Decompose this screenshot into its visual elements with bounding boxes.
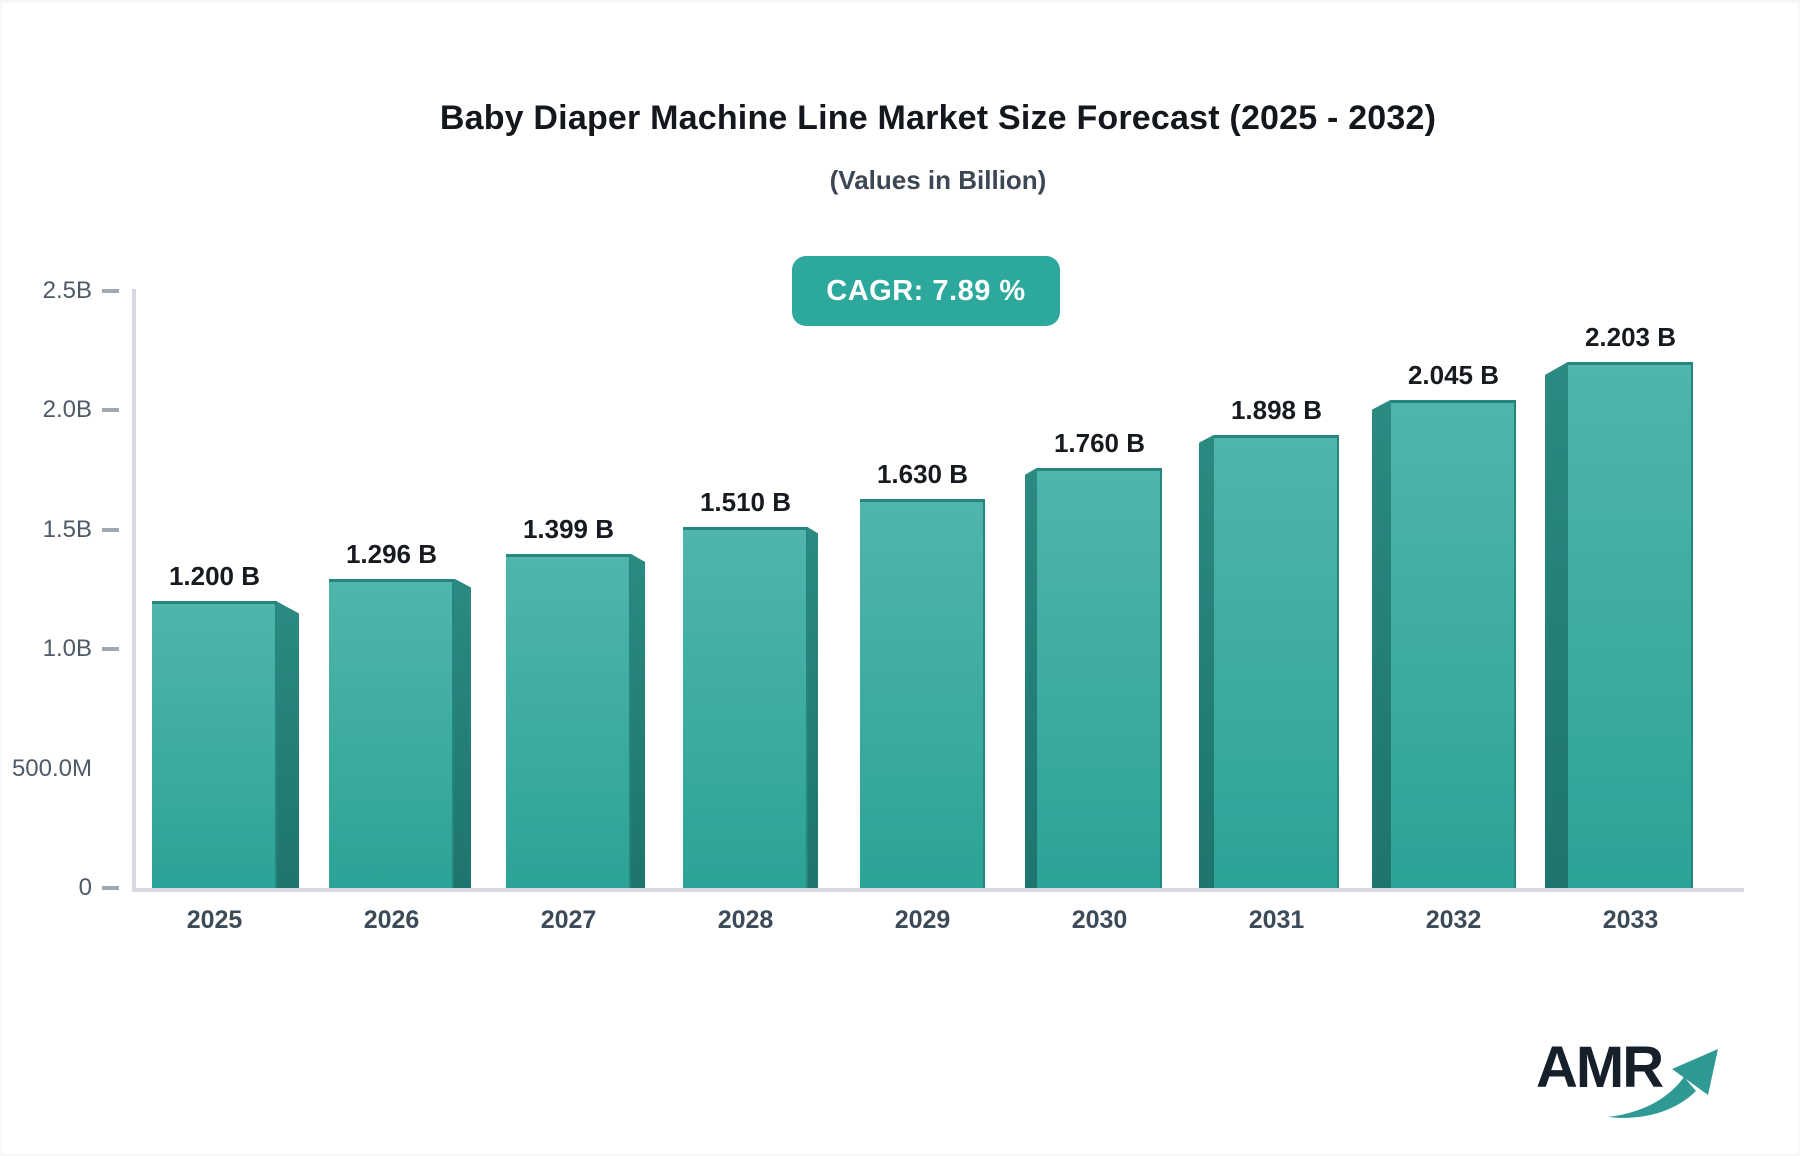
bar-value-label: 1.510 B: [699, 487, 792, 518]
amr-logo-text: AMR: [1536, 1035, 1664, 1100]
y-tick-label: 1.0B: [42, 635, 92, 663]
bar-side-2033: [1545, 361, 1568, 888]
x-tick-label: 2028: [717, 906, 774, 934]
bar-2030: [1037, 467, 1162, 888]
y-tick-label: 500.0M: [11, 754, 92, 782]
x-tick-label: 2033: [1602, 906, 1659, 934]
amr-logo: AMR: [1536, 1039, 1736, 1135]
bar-2031: [1214, 434, 1339, 888]
bar-side-2027: [631, 553, 645, 888]
bar-side-2031: [1199, 434, 1214, 888]
bar-value-label: 1.399 B: [522, 513, 615, 544]
bar-value-label: 1.760 B: [1053, 427, 1146, 458]
y-tick-mark: [102, 408, 119, 413]
y-tick-mark: [102, 647, 119, 652]
x-tick-label: 2029: [894, 906, 951, 934]
bar-2032: [1391, 399, 1516, 888]
bar-side-2032: [1372, 399, 1391, 888]
y-tick-mark: [102, 886, 119, 890]
bar-2028: [683, 527, 808, 888]
x-tick-label: 2027: [540, 906, 597, 934]
bar-value-label: 1.898 B: [1230, 394, 1323, 425]
bar-2029: [860, 498, 985, 888]
cagr-label: CAGR: 7.89 %: [826, 274, 1026, 307]
bar-2033: [1568, 361, 1693, 888]
y-tick-label: 0: [78, 874, 92, 901]
bar-side-2026: [454, 578, 471, 888]
x-tick-label: 2030: [1071, 906, 1128, 934]
plot-area: 0 500.0M 1.0B 1.5B 2.0B 2.5B 1.200 B 2025 1.296 …: [2, 3, 1798, 1154]
y-tick-label: 2.0B: [42, 396, 92, 424]
bar-side-2025: [277, 601, 299, 888]
bar-value-label: 1.200 B: [168, 561, 261, 592]
x-axis-line: [132, 888, 1744, 892]
bar-2025: [152, 601, 277, 888]
bar-2026: [329, 578, 454, 888]
x-tick-label: 2026: [363, 906, 420, 934]
chart-title: Baby Diaper Machine Line Market Size For…: [439, 99, 1437, 137]
chart-subtitle: (Values in Billion): [829, 165, 1047, 195]
bar-value-label: 1.296 B: [345, 538, 438, 569]
y-tick-mark: [102, 527, 119, 532]
bar-value-label: 2.045 B: [1407, 359, 1500, 390]
cagr-badge: CAGR: 7.89 %: [792, 256, 1060, 326]
x-tick-label: 2031: [1248, 906, 1305, 934]
y-axis-line: [132, 289, 136, 892]
y-tick-label: 1.5B: [42, 515, 92, 543]
bar-side-2030: [1025, 467, 1037, 888]
bar-value-label: 2.203 B: [1584, 321, 1677, 352]
bar-2027: [506, 553, 631, 888]
x-tick-label: 2025: [186, 906, 243, 934]
bar-value-label: 1.630 B: [876, 458, 969, 489]
y-tick-mark: [102, 289, 119, 293]
x-tick-label: 2032: [1425, 906, 1482, 934]
bar-side-2028: [808, 527, 818, 888]
y-tick-label: 2.5B: [42, 277, 92, 304]
growth-arrow-icon: [1608, 1049, 1718, 1118]
